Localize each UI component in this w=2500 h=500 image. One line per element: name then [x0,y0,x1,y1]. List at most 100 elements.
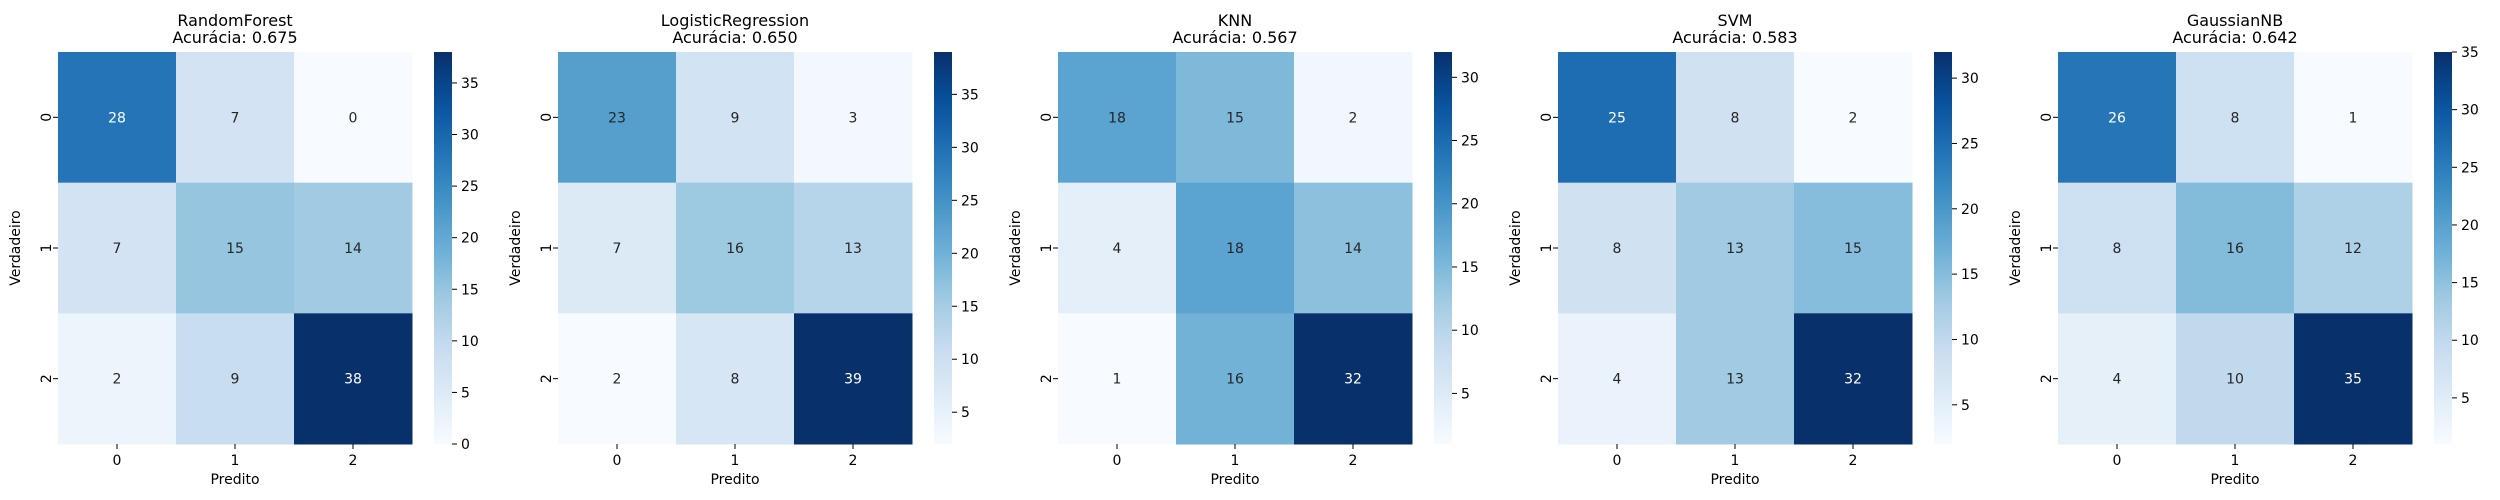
cell-value-label: 2 [113,372,122,388]
y-tick-label: 0 [1039,113,1055,122]
colorbar-tick-label: 20 [461,231,479,247]
cell-value-label: 39 [844,372,862,388]
cell-value-label: 4 [1613,372,1622,388]
cell-value-label: 13 [1726,241,1744,257]
x-tick-label: 1 [731,453,740,469]
chart-subtitle-accuracy: Acurácia: 0.583 [1672,28,1797,47]
colorbar-tick-label: 5 [461,385,470,401]
cell-value-label: 28 [108,110,126,126]
colorbar-tick-label: 35 [2461,45,2479,61]
x-axis-label: Predito [710,472,759,488]
cell-value-label: 4 [2113,372,2122,388]
y-tick-label: 2 [2039,374,2055,383]
colorbar-tick-label: 15 [1961,267,1979,283]
cell-value-label: 15 [1226,110,1244,126]
colorbar [934,52,952,444]
chart-subtitle-accuracy: Acurácia: 0.675 [172,28,297,47]
cell-value-label: 32 [1344,372,1362,388]
cell-value-label: 15 [1844,241,1862,257]
heatmap-panel-1: LogisticRegressionAcurácia: 0.65023 9 37 16… [508,11,979,488]
cell-value-label: 16 [1226,372,1244,388]
cell-value-label: 2 [613,372,622,388]
cell-value-label: 7 [613,241,622,257]
y-tick-label: 0 [539,113,555,122]
x-tick-label: 2 [849,453,858,469]
colorbar-tick-label: 30 [461,128,479,144]
cell-value-label: 8 [2113,241,2122,257]
colorbar-tick-label: 10 [2461,333,2479,349]
colorbar [434,52,452,444]
colorbar-tick-label: 5 [961,405,970,421]
cell-value-label: 8 [1613,241,1622,257]
y-axis-label: Verdadeiro [508,210,524,285]
colorbar-tick-label: 15 [961,299,979,315]
colorbar-tick-label: 30 [2461,103,2479,119]
y-tick-label: 2 [1039,374,1055,383]
cell-value-label: 1 [2349,110,2358,126]
cell-value-label: 1 [1113,372,1122,388]
x-tick-label: 0 [2113,453,2122,469]
y-axis-label: Verdadeiro [2008,210,2024,285]
y-axis-label: Verdadeiro [1508,210,1524,285]
cell-value-label: 8 [2231,110,2240,126]
colorbar [1934,52,1952,444]
x-tick-label: 1 [231,453,240,469]
colorbar [1434,52,1452,444]
colorbar [2434,52,2452,444]
x-axis-label: Predito [2210,472,2259,488]
colorbar-tick-label: 20 [2461,218,2479,234]
colorbar-tick-label: 5 [2461,391,2470,407]
cell-value-label: 8 [731,372,740,388]
cell-value-label: 2 [1349,110,1358,126]
colorbar-tick-label: 25 [961,193,979,209]
x-tick-label: 0 [113,453,122,469]
colorbar-tick-label: 15 [1461,260,1479,276]
cell-value-label: 2 [1849,110,1858,126]
x-axis-label: Predito [1710,472,1759,488]
colorbar-tick-label: 35 [961,87,979,103]
cell-value-label: 38 [344,372,362,388]
x-axis-label: Predito [210,472,259,488]
cell-value-label: 7 [231,110,240,126]
cell-value-label: 23 [608,110,626,126]
chart-subtitle-accuracy: Acurácia: 0.567 [1172,28,1297,47]
x-tick-label: 1 [1731,453,1740,469]
colorbar-tick-label: 10 [1461,323,1479,339]
cell-value-label: 3 [849,110,858,126]
cell-value-label: 16 [726,241,744,257]
cell-value-label: 25 [1608,110,1626,126]
x-axis-label: Predito [1210,472,1259,488]
cell-value-label: 15 [226,241,244,257]
y-tick-label: 1 [1539,244,1555,253]
cell-value-label: 14 [344,241,362,257]
y-tick-label: 2 [39,374,55,383]
colorbar-tick-label: 10 [461,334,479,350]
colorbar-tick-label: 20 [1961,202,1979,218]
cell-value-label: 18 [1226,241,1244,257]
colorbar-tick-label: 35 [461,76,479,92]
cell-value-label: 9 [731,110,740,126]
colorbar-tick-label: 5 [1961,398,1970,414]
colorbar-tick-label: 30 [961,140,979,156]
x-tick-label: 2 [2349,453,2358,469]
cell-value-label: 26 [2108,110,2126,126]
y-tick-label: 0 [1539,113,1555,122]
cell-value-label: 35 [2344,372,2362,388]
x-tick-label: 1 [2231,453,2240,469]
x-tick-label: 0 [613,453,622,469]
colorbar-tick-label: 25 [1461,134,1479,150]
y-axis-label: Verdadeiro [1008,210,1024,285]
y-tick-label: 1 [1039,244,1055,253]
colorbar-tick-label: 25 [1961,136,1979,152]
colorbar-tick-label: 20 [1461,197,1479,213]
cell-value-label: 8 [1731,110,1740,126]
x-tick-label: 2 [1849,453,1858,469]
colorbar-tick-label: 15 [2461,276,2479,292]
y-tick-label: 1 [539,244,555,253]
x-tick-label: 0 [1613,453,1622,469]
cell-value-label: 14 [1344,241,1362,257]
cell-value-label: 32 [1844,372,1862,388]
